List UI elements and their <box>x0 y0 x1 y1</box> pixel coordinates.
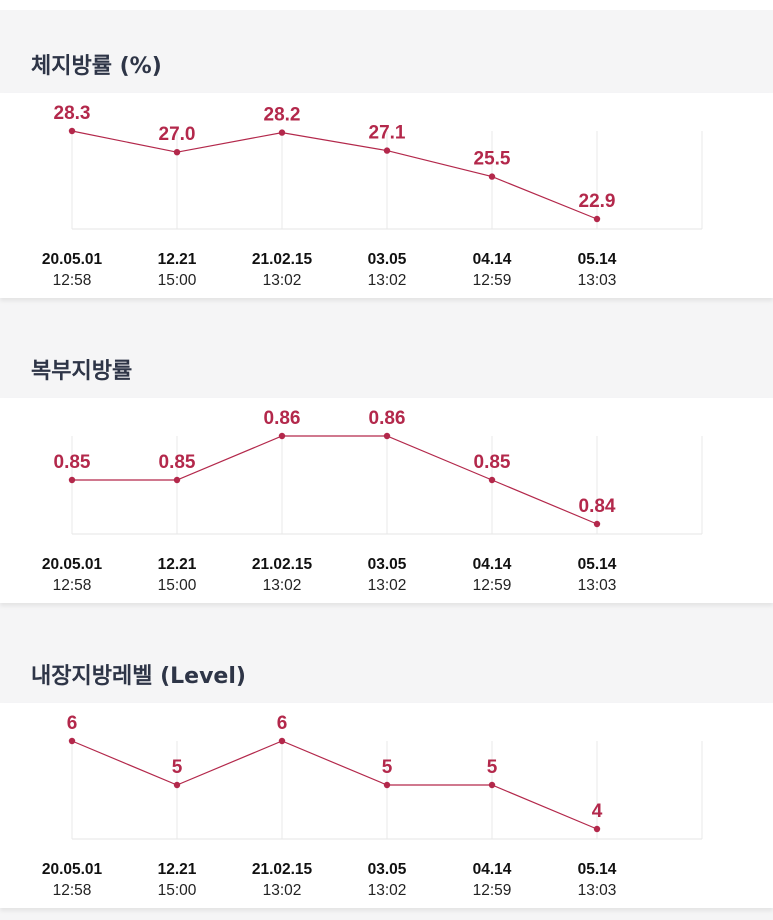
x-tick-date: 04.14 <box>473 556 512 573</box>
data-label: 0.85 <box>474 452 511 473</box>
x-tick-time: 15:00 <box>158 272 197 289</box>
data-label: 0.85 <box>54 452 91 473</box>
data-label: 0.85 <box>159 452 196 473</box>
data-label: 6 <box>67 713 78 734</box>
x-tick-time: 15:00 <box>158 882 197 899</box>
x-tick-date: 05.14 <box>578 861 617 878</box>
chart-title-visceral-fat: 내장지방레벨 (Level) <box>31 664 246 689</box>
data-point <box>173 149 181 156</box>
x-tick-time: 12:59 <box>473 272 512 289</box>
data-label: 27.0 <box>159 124 196 145</box>
chart-card-body-fat: 28.3 27.0 28.2 27.1 25.5 22.9 20.05.01 12:58 12.… <box>0 93 773 298</box>
x-tick-date: 20.05.01 <box>42 251 103 268</box>
data-point <box>383 432 391 440</box>
x-tick-time: 12:58 <box>53 577 92 594</box>
x-tick-time: 13:02 <box>263 577 302 594</box>
data-label: 0.84 <box>579 496 616 517</box>
data-label: 5 <box>172 757 183 778</box>
data-point <box>173 476 181 484</box>
data-label: 25.5 <box>474 149 511 170</box>
data-label: 0.86 <box>369 408 406 429</box>
x-tick-date: 21.02.15 <box>252 251 313 268</box>
series-line <box>71 740 598 830</box>
x-tick-date: 03.05 <box>368 861 407 878</box>
x-tick-date: 04.14 <box>473 251 512 268</box>
data-point <box>593 215 601 223</box>
chart-card-visceral-fat: 6 5 6 5 5 4 20.05.01 12:58 12.21 15:00 21.02.15 13:… <box>0 703 773 908</box>
data-point <box>593 825 601 833</box>
data-point <box>593 520 601 528</box>
x-tick-time: 12:59 <box>473 577 512 594</box>
x-tick-time: 13:02 <box>368 882 407 899</box>
x-tick-time: 13:02 <box>368 577 407 594</box>
data-label: 27.1 <box>369 123 406 144</box>
data-label: 22.9 <box>579 191 616 212</box>
series-line <box>71 130 598 220</box>
data-point <box>173 781 181 789</box>
x-tick-date: 03.05 <box>368 251 407 268</box>
data-label: 6 <box>277 713 288 734</box>
data-label: 4 <box>592 801 603 822</box>
data-point <box>68 737 76 745</box>
x-tick-date: 21.02.15 <box>252 861 313 878</box>
data-point <box>68 476 76 484</box>
x-tick-date: 04.14 <box>473 861 512 878</box>
x-tick-time: 12:59 <box>473 882 512 899</box>
chart-title-abdominal-fat: 복부지방률 <box>31 359 133 384</box>
data-point <box>383 147 391 154</box>
x-tick-time: 12:58 <box>53 272 92 289</box>
x-tick-time: 13:03 <box>578 882 617 899</box>
data-label: 28.3 <box>54 103 91 124</box>
data-point <box>278 737 286 745</box>
visceral-fat-chart: 6 5 6 5 5 4 20.05.01 12:58 12.21 15:00 21.02.15 13:… <box>42 713 703 899</box>
x-tick-date: 12.21 <box>158 861 197 878</box>
x-tick-time: 13:02 <box>263 882 302 899</box>
data-point <box>488 476 496 484</box>
x-tick-time: 12:58 <box>53 882 92 899</box>
data-label: 0.86 <box>264 408 301 429</box>
x-tick-date: 21.02.15 <box>252 556 313 573</box>
x-tick-time: 13:02 <box>368 272 407 289</box>
x-tick-date: 05.14 <box>578 556 617 573</box>
x-tick-time: 13:03 <box>578 577 617 594</box>
abdominal-fat-chart: 0.85 0.85 0.86 0.86 0.85 0.84 20.05.01 12:58 12.… <box>42 408 703 594</box>
data-point <box>278 129 286 136</box>
x-tick-date: 03.05 <box>368 556 407 573</box>
data-point <box>68 127 76 135</box>
x-tick-time: 15:00 <box>158 577 197 594</box>
x-tick-date: 12.21 <box>158 556 197 573</box>
data-point <box>383 781 391 789</box>
chart-card-abdominal-fat: 0.85 0.85 0.86 0.86 0.85 0.84 20.05.01 12:58 12.… <box>0 398 773 603</box>
data-point <box>488 173 496 180</box>
x-tick-date: 12.21 <box>158 251 197 268</box>
x-tick-date: 20.05.01 <box>42 861 103 878</box>
x-tick-date: 20.05.01 <box>42 556 103 573</box>
data-label: 5 <box>487 757 498 778</box>
previous-card-bottom <box>0 0 773 10</box>
data-point <box>488 781 496 789</box>
body-fat-chart: 28.3 27.0 28.2 27.1 25.5 22.9 20.05.01 12:58 12.… <box>42 103 703 289</box>
x-tick-date: 05.14 <box>578 251 617 268</box>
chart-title-body-fat: 체지방률 (%) <box>31 54 162 79</box>
x-tick-time: 13:03 <box>578 272 617 289</box>
data-label: 5 <box>382 757 393 778</box>
x-tick-time: 13:02 <box>263 272 302 289</box>
series-line <box>72 435 598 525</box>
data-point <box>278 432 286 440</box>
data-label: 28.2 <box>264 105 301 126</box>
